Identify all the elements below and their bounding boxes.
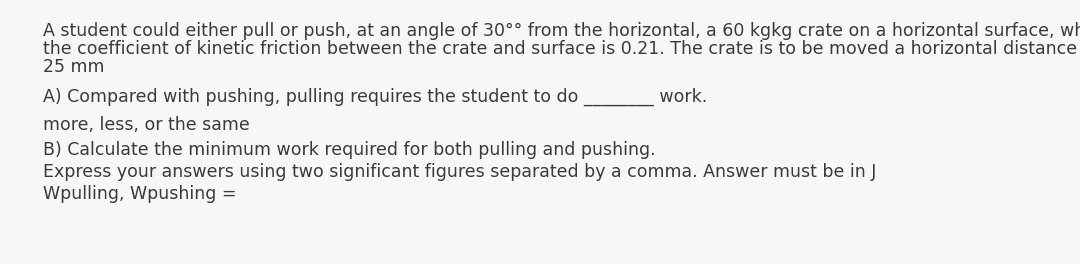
Text: A student could either pull or push, at an angle of 30°° from the horizontal, a : A student could either pull or push, at …: [43, 22, 1080, 40]
Text: Express your answers using two significant figures separated by a comma. Answer : Express your answers using two significa…: [43, 163, 877, 181]
Text: the coefficient of kinetic friction between the crate and surface is 0.21. The c: the coefficient of kinetic friction betw…: [43, 40, 1080, 58]
Text: A) Compared with pushing, pulling requires the student to do ________ work.: A) Compared with pushing, pulling requir…: [43, 88, 707, 106]
Text: B) Calculate the minimum work required for both pulling and pushing.: B) Calculate the minimum work required f…: [43, 141, 656, 159]
Text: Wpulling, Wpushing =: Wpulling, Wpushing =: [43, 185, 237, 203]
Text: more, less, or the same: more, less, or the same: [43, 116, 249, 134]
Text: 25 mm: 25 mm: [43, 58, 105, 76]
